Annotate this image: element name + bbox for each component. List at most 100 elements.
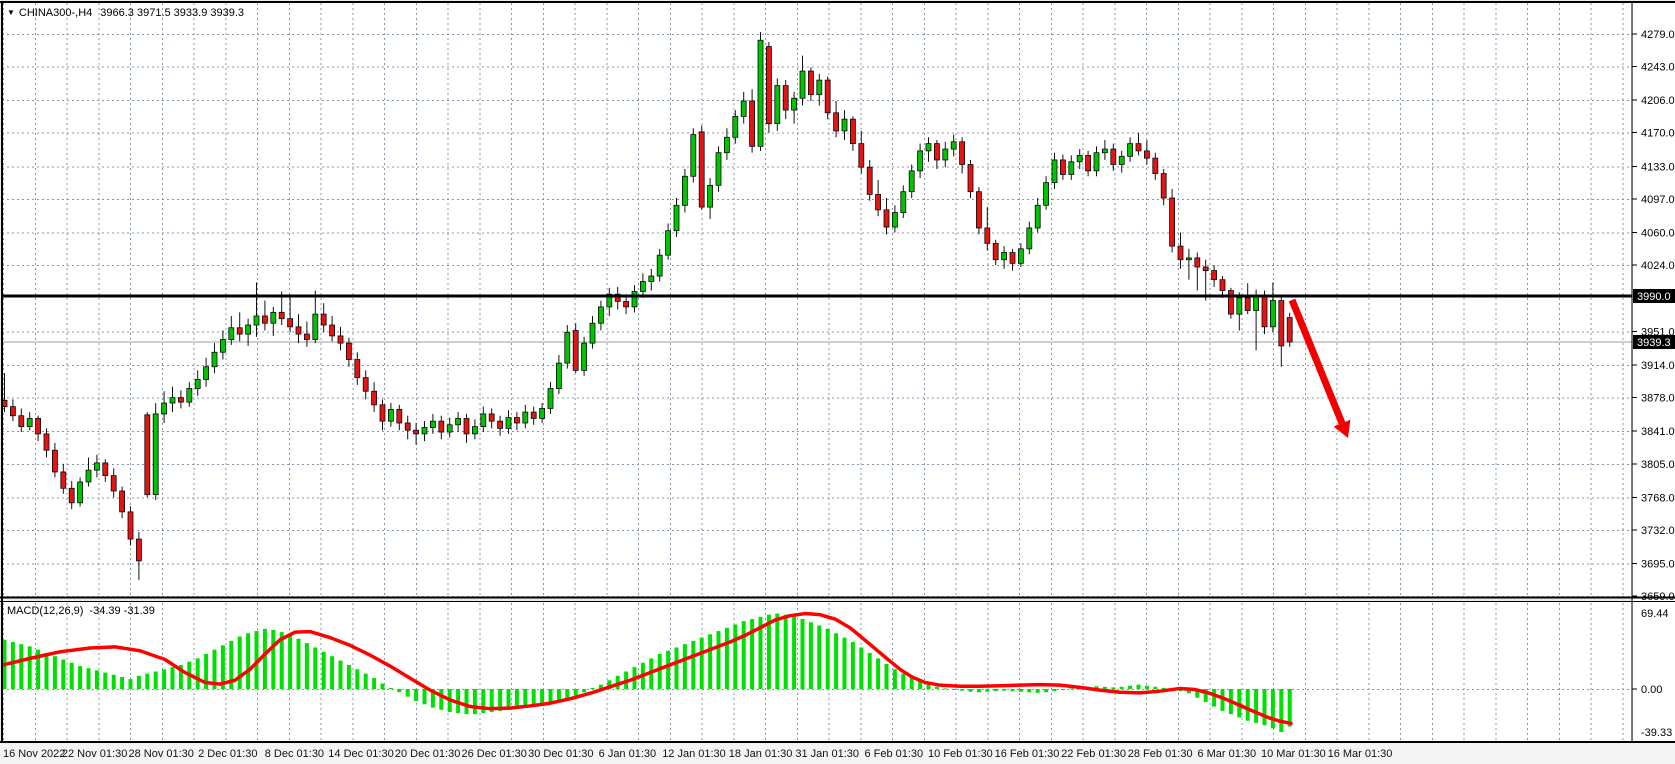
price-axis-label: 4170.0: [1641, 128, 1675, 140]
macd-histogram-bar: [750, 619, 755, 689]
macd-histogram-bar: [540, 689, 545, 706]
macd-histogram-bar: [489, 689, 494, 712]
bear-candle: [1194, 257, 1201, 268]
bull-candle: [606, 293, 613, 308]
macd-histogram-bar: [363, 673, 368, 689]
macd-histogram-bar: [111, 674, 116, 689]
macd-histogram-bar: [960, 689, 965, 691]
bear-candle: [1160, 173, 1167, 199]
time-axis-label[interactable]: 16 Mar 01:30: [1328, 748, 1393, 760]
time-axis-label[interactable]: 6 Jan 01:30: [599, 748, 657, 760]
bear-candle: [514, 417, 520, 424]
trend-arrow-head[interactable]: [1333, 419, 1351, 438]
bear-candle: [102, 462, 109, 476]
macd-histogram-bar: [52, 656, 57, 689]
bear-candle: [1211, 270, 1217, 281]
bull-candle: [312, 313, 319, 340]
price-axis-label: 3914.0: [1641, 360, 1675, 372]
bear-candle: [1261, 295, 1268, 328]
bear-candle: [379, 404, 386, 422]
macd-histogram-bar: [842, 637, 847, 689]
macd-histogram-bar: [968, 689, 973, 692]
bull-candle: [841, 118, 848, 132]
bear-candle: [35, 418, 41, 435]
time-axis-label[interactable]: 10 Mar 01:30: [1261, 748, 1326, 760]
macd-histogram-bar: [481, 689, 486, 714]
macd-histogram-bar: [792, 616, 797, 689]
time-axis-label[interactable]: 18 Jan 01:30: [729, 748, 793, 760]
macd-histogram-bar: [1052, 689, 1057, 692]
trend-arrow-shaft[interactable]: [1288, 298, 1346, 425]
bear-candle: [766, 46, 772, 125]
bear-candle: [1169, 197, 1175, 247]
time-axis-label[interactable]: 26 Dec 01:30: [461, 748, 526, 760]
macd-histogram-bar: [271, 629, 276, 689]
time-axis-label[interactable]: 16 Feb 01:30: [995, 748, 1060, 760]
macd-histogram-bar: [338, 660, 343, 689]
time-axis-label[interactable]: 6 Mar 01:30: [1197, 748, 1256, 760]
bear-candle: [1219, 279, 1226, 291]
time-axis-label[interactable]: 2 Dec 01:30: [198, 748, 257, 760]
bear-candle: [866, 166, 873, 195]
macd-histogram-bar: [1220, 689, 1225, 711]
bull-candle: [161, 402, 168, 415]
bear-candle: [858, 143, 865, 168]
bear-candle: [177, 397, 184, 403]
bull-candle: [589, 322, 596, 344]
macd-histogram-bar: [120, 676, 125, 689]
macd-histogram-bar: [498, 689, 503, 711]
bear-candle: [110, 475, 117, 492]
bull-candle: [219, 339, 226, 353]
time-axis-label[interactable]: 22 Feb 01:30: [1061, 748, 1126, 760]
time-axis-label[interactable]: 12 Jan 01:30: [662, 748, 726, 760]
macd-histogram-bar: [699, 637, 704, 689]
time-axis-label[interactable]: 31 Jan 01:30: [795, 748, 859, 760]
price-axis-label: 3732.0: [1641, 525, 1675, 537]
macd-histogram-bar: [976, 689, 981, 693]
bear-candle: [404, 422, 411, 431]
bull-candle: [631, 291, 638, 308]
time-axis-label[interactable]: 28 Feb 01:30: [1128, 748, 1193, 760]
macd-histogram-bar: [565, 689, 570, 699]
price-axis-background[interactable]: [1633, 2, 1675, 742]
bull-candle: [740, 100, 747, 117]
bull-candle: [505, 417, 512, 429]
bull-candle: [682, 175, 688, 206]
bear-candle: [1135, 143, 1142, 152]
bear-candle: [623, 301, 629, 308]
time-axis-label[interactable]: 20 Dec 01:30: [395, 748, 460, 760]
macd-histogram-bar: [1094, 686, 1099, 689]
time-axis-label[interactable]: 10 Feb 01:30: [928, 748, 993, 760]
macd-histogram-bar: [262, 628, 267, 689]
macd-histogram-bar: [44, 652, 49, 689]
time-axis-label[interactable]: 16 Nov 2022: [3, 748, 65, 760]
time-axis-label[interactable]: 6 Feb 01:30: [864, 748, 923, 760]
macd-histogram-bar: [472, 689, 477, 715]
macd-histogram-bar: [296, 638, 301, 689]
bear-candle: [488, 413, 495, 422]
macd-histogram-bar: [204, 654, 209, 689]
bull-candle: [471, 426, 478, 435]
time-axis-background[interactable]: [0, 742, 1675, 764]
macd-histogram-bar: [36, 649, 41, 689]
macd-histogram-bar: [61, 659, 66, 689]
macd-histogram-bar: [1002, 689, 1007, 691]
macd-histogram-bar: [716, 631, 721, 689]
time-axis-label[interactable]: 22 Nov 01:30: [62, 748, 127, 760]
macd-histogram-bar: [321, 651, 326, 689]
time-axis-label[interactable]: 8 Dec 01:30: [265, 748, 324, 760]
bull-candle: [26, 418, 33, 428]
symbol-dropdown-icon[interactable]: ▼: [7, 8, 15, 17]
bull-candle: [194, 379, 201, 389]
bear-candle: [463, 418, 470, 435]
time-axis-label[interactable]: 28 Nov 01:30: [128, 748, 193, 760]
time-axis-label[interactable]: 14 Dec 01:30: [328, 748, 393, 760]
time-axis-label[interactable]: 30 Dec 01:30: [528, 748, 593, 760]
macd-histogram-bar: [279, 632, 284, 689]
bear-candle: [992, 242, 999, 261]
macd-histogram-bar: [237, 636, 242, 689]
macd-histogram-bar: [380, 683, 385, 689]
bear-candle: [135, 538, 142, 562]
